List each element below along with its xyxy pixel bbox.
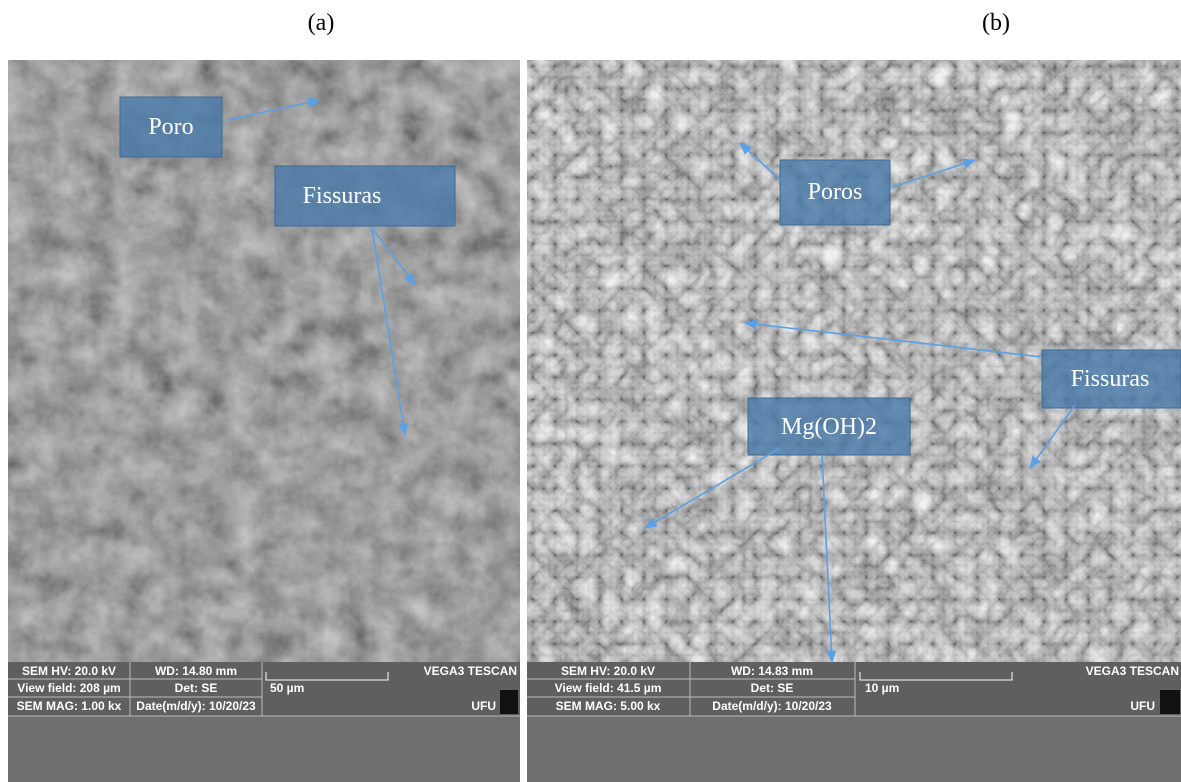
info-text: VEGA3 TESCAN [424, 664, 517, 678]
info-text: Date(m/d/y): 10/20/23 [712, 699, 832, 713]
info-text: WD: 14.83 mm [731, 664, 813, 678]
info-text: WD: 14.80 mm [155, 664, 237, 678]
annotation: Fissuras [1071, 366, 1150, 392]
info-text: 50 µm [270, 681, 304, 695]
info-text: UFU [471, 699, 496, 713]
info-text: Date(m/d/y): 10/20/23 [136, 699, 256, 713]
info-text: 10 µm [865, 681, 899, 695]
sem-texture [8, 60, 520, 662]
annotation: Fissuras [303, 183, 382, 209]
page: {"panels": [ {"label": "(a)", "annotatio… [0, 0, 1181, 782]
info-text: VEGA3 TESCAN [1086, 664, 1179, 678]
info-text: Det: SE [175, 681, 218, 695]
annotation: Poro [148, 114, 193, 140]
annotation: Poros [808, 179, 863, 205]
info-text: Det: SE [751, 681, 794, 695]
info-text: View field: 208 µm [17, 681, 120, 695]
panel-label: (b) [982, 10, 1010, 36]
info-text: View field: 41.5 µm [555, 681, 662, 695]
figure: (a) (b) SEM HV: 20.0 kV WD: 14.80 mm VEG… [0, 0, 1181, 782]
info-bar [527, 662, 1181, 782]
info-text: SEM MAG: 1.00 kx [17, 699, 122, 713]
panel-label: (a) [308, 10, 335, 36]
info-text: UFU [1130, 699, 1155, 713]
annotation: Mg(OH)2 [781, 414, 877, 440]
info-text: SEM MAG: 5.00 kx [556, 699, 661, 713]
info-bar [8, 662, 520, 782]
info-text: SEM HV: 20.0 kV [22, 664, 116, 678]
info-text: SEM HV: 20.0 kV [561, 664, 655, 678]
